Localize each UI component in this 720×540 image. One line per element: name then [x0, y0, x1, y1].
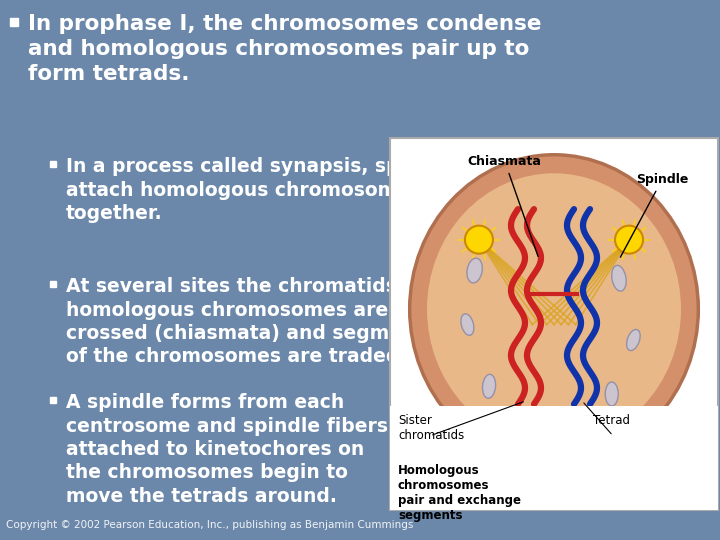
- Text: Sister
chromatids: Sister chromatids: [398, 414, 464, 442]
- Ellipse shape: [606, 382, 618, 406]
- Text: Spindle: Spindle: [621, 173, 688, 257]
- Ellipse shape: [410, 155, 698, 463]
- Circle shape: [465, 226, 493, 254]
- Text: A spindle forms from each
centrosome and spindle fibers
attached to kinetochores: A spindle forms from each centrosome and…: [66, 393, 388, 506]
- Ellipse shape: [482, 374, 495, 399]
- Ellipse shape: [626, 329, 640, 350]
- Text: Chiasmata: Chiasmata: [468, 155, 541, 256]
- Bar: [50, 397, 56, 403]
- Bar: [390, 138, 718, 510]
- Text: Tetrad: Tetrad: [593, 414, 631, 427]
- Ellipse shape: [427, 173, 681, 445]
- Text: In prophase I, the chromosomes condense
and homologous chromosomes pair up to
fo: In prophase I, the chromosomes condense …: [28, 14, 541, 84]
- Bar: [50, 161, 56, 167]
- Bar: [10, 18, 18, 26]
- Text: At several sites the chromatids of
homologous chromosomes are
crossed (chiasmata: At several sites the chromatids of homol…: [66, 277, 436, 367]
- Text: Fig. 13.7: Fig. 13.7: [400, 490, 469, 504]
- Text: In a process called synapsis, special proteins
attach homologous chromosomes tig: In a process called synapsis, special pr…: [66, 157, 544, 223]
- Ellipse shape: [467, 258, 482, 283]
- Text: Copyright © 2002 Pearson Education, Inc., publishing as Benjamin Cummings: Copyright © 2002 Pearson Education, Inc.…: [6, 520, 413, 530]
- Bar: [390, 406, 718, 510]
- Text: Homologous
chromosomes
pair and exchange
segments: Homologous chromosomes pair and exchange…: [398, 464, 521, 522]
- Bar: [50, 281, 56, 287]
- Ellipse shape: [461, 314, 474, 335]
- Ellipse shape: [612, 265, 626, 291]
- Circle shape: [615, 226, 643, 254]
